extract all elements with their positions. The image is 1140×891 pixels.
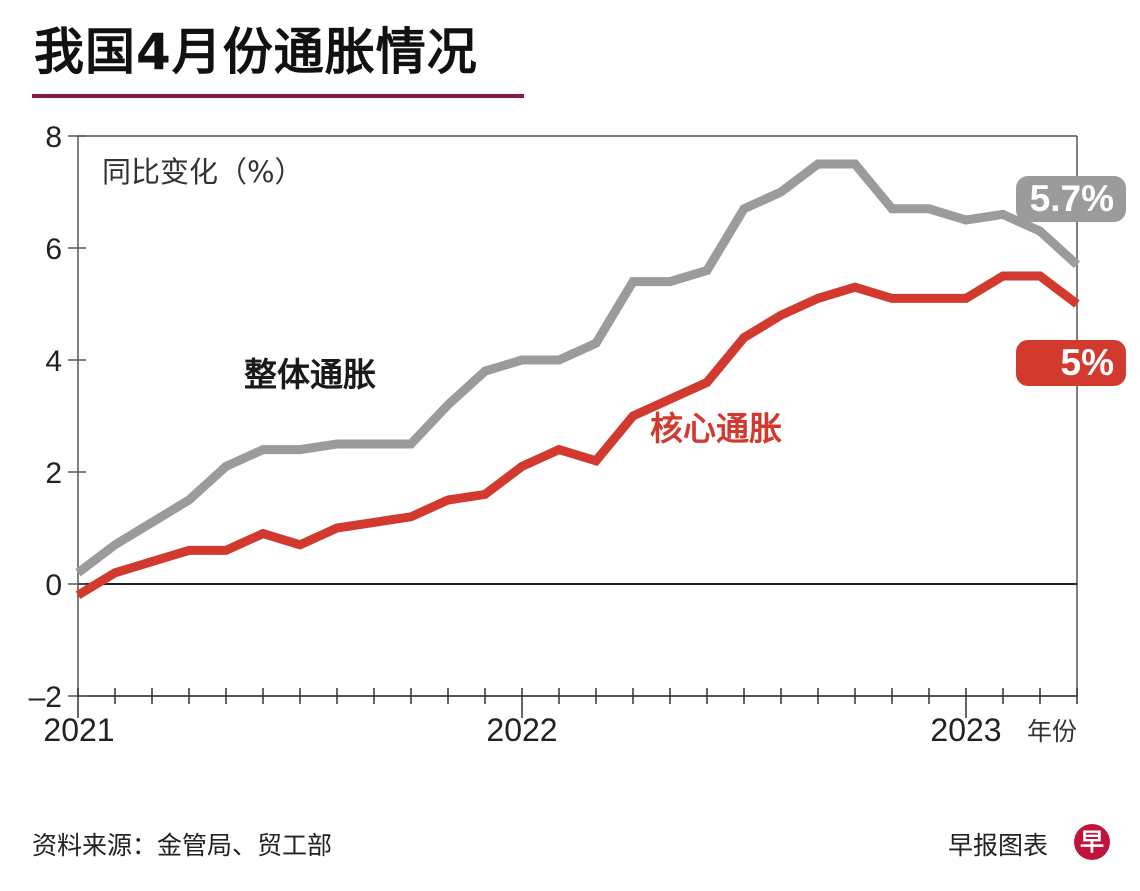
y-tick-label: 6 <box>45 233 62 266</box>
x-axis-label: 年份 <box>1027 717 1077 746</box>
headline-end-badge-text: 5.7% <box>1030 178 1114 219</box>
core-end-badge-text: 5% <box>1061 342 1114 383</box>
x-tick-label: 2023 <box>930 712 1001 748</box>
chart-title: 我国4月份通胀情况 <box>34 23 478 81</box>
core-end-badge-bg <box>1016 340 1126 386</box>
y-tick-label: 0 <box>45 569 62 602</box>
y-tick-label: 8 <box>45 121 62 154</box>
y-tick-label: –2 <box>29 681 62 714</box>
headline-end-badge-bg <box>1016 176 1126 222</box>
x-tick-label: 2021 <box>43 712 114 748</box>
x-tick-label: 2022 <box>486 712 557 748</box>
source-note: 资料来源：金管局、贸工部 <box>32 831 333 860</box>
y-tick-label: 2 <box>45 457 62 490</box>
y-tick-label: 4 <box>45 345 62 378</box>
y-axis-label: 同比变化（%） <box>102 155 304 189</box>
core-series-label: 核心通胀 <box>650 409 782 448</box>
title-underline <box>32 94 524 98</box>
headline-series-label: 整体通胀 <box>244 355 376 394</box>
headline-inflation-line <box>75 159 1081 577</box>
zaobao-logo-icon: 早 <box>1074 824 1110 860</box>
chart-credit: 早报图表 <box>947 831 1048 860</box>
core-inflation-line <box>75 271 1080 600</box>
